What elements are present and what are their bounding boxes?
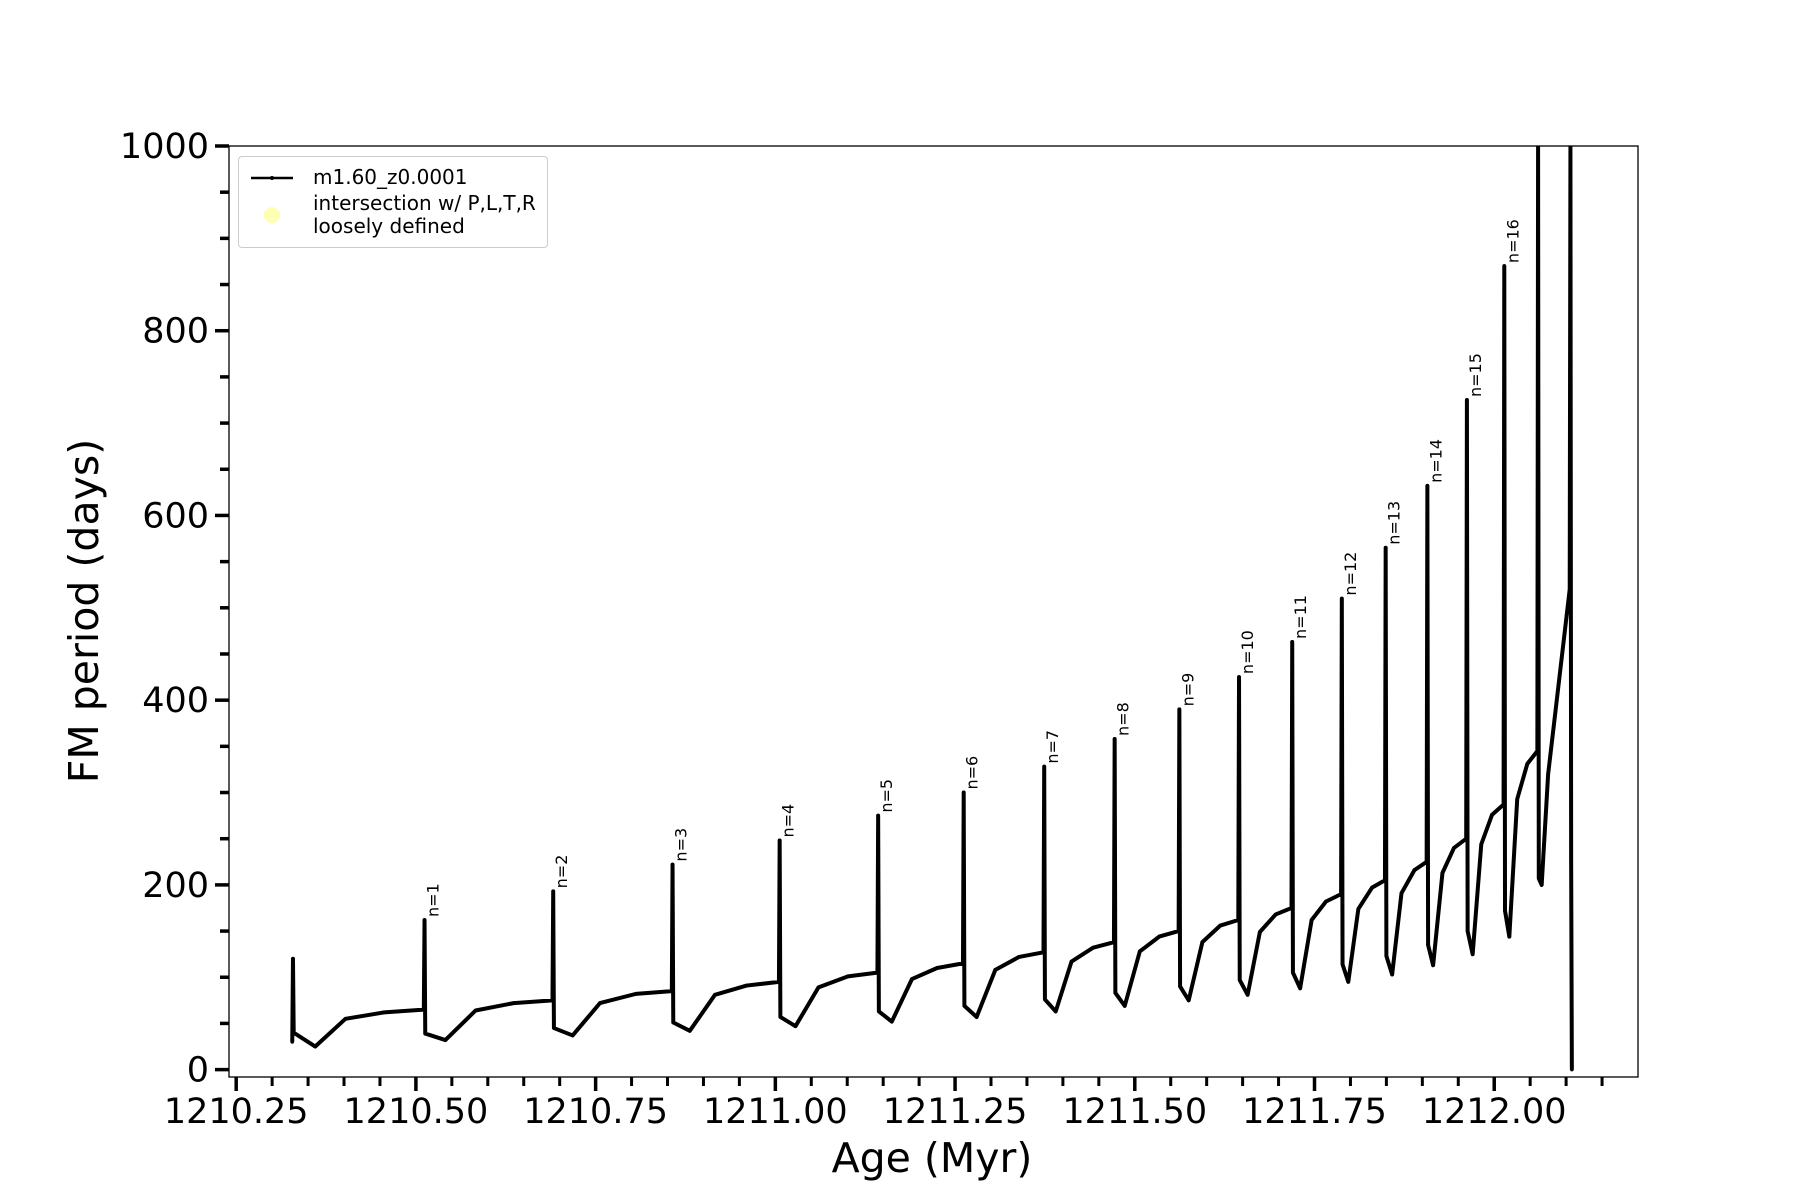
- plot-area: [290, 146, 1574, 1072]
- annotation: n=7: [1043, 730, 1062, 764]
- x-tick-label: 1210.75: [523, 1092, 668, 1132]
- legend-key: [247, 167, 297, 189]
- y-tick-label: 0: [187, 1051, 209, 1091]
- y-tick-label: 600: [142, 496, 209, 536]
- annotation: n=13: [1385, 501, 1404, 545]
- annotation: n=2: [552, 855, 571, 889]
- y-tick-label: 800: [142, 312, 209, 352]
- annotation: n=1: [424, 883, 443, 917]
- x-tick-label: 1211.75: [1242, 1092, 1387, 1132]
- x-tick-label: 1211.00: [703, 1092, 848, 1132]
- legend-entry: intersection w/ P,L,T,R loosely defined: [239, 192, 547, 238]
- annotation: n=5: [877, 779, 896, 813]
- annotation: n=16: [1503, 219, 1522, 263]
- x-tick-label: 1212.00: [1422, 1092, 1567, 1132]
- annotation: n=4: [779, 804, 798, 838]
- legend-label: m1.60_z0.0001: [313, 165, 468, 189]
- x-tick-label: 1211.50: [1062, 1092, 1207, 1132]
- y-axis-label: FM period (days): [60, 439, 108, 783]
- legend-line: [251, 175, 293, 180]
- annotation: n=6: [963, 756, 982, 790]
- data-line: [290, 146, 1574, 1072]
- legend-key: [247, 204, 297, 226]
- x-tick-label: 1210.25: [164, 1092, 309, 1132]
- x-tick-label: 1211.25: [883, 1092, 1028, 1132]
- x-axis-label: Age (Myr): [832, 1134, 1033, 1182]
- annotation: n=12: [1341, 552, 1360, 596]
- legend-entry: m1.60_z0.0001: [239, 166, 547, 189]
- annotation: n=14: [1426, 439, 1445, 483]
- annotation: n=8: [1114, 702, 1133, 736]
- y-tick-label: 400: [142, 681, 209, 721]
- x-tick-label: 1210.50: [344, 1092, 489, 1132]
- annotation: n=15: [1466, 353, 1485, 397]
- y-tick-label: 1000: [120, 127, 209, 167]
- annotation: n=10: [1238, 630, 1257, 674]
- annotation: n=9: [1178, 673, 1197, 707]
- legend-dot: [264, 207, 280, 223]
- legend: m1.60_z0.0001 intersection w/ P,L,T,R loo…: [238, 156, 548, 248]
- annotation: n=3: [672, 828, 691, 862]
- y-tick-label: 200: [142, 866, 209, 906]
- legend-label: intersection w/ P,L,T,R loosely defined: [313, 191, 536, 238]
- annotation: n=11: [1291, 595, 1310, 639]
